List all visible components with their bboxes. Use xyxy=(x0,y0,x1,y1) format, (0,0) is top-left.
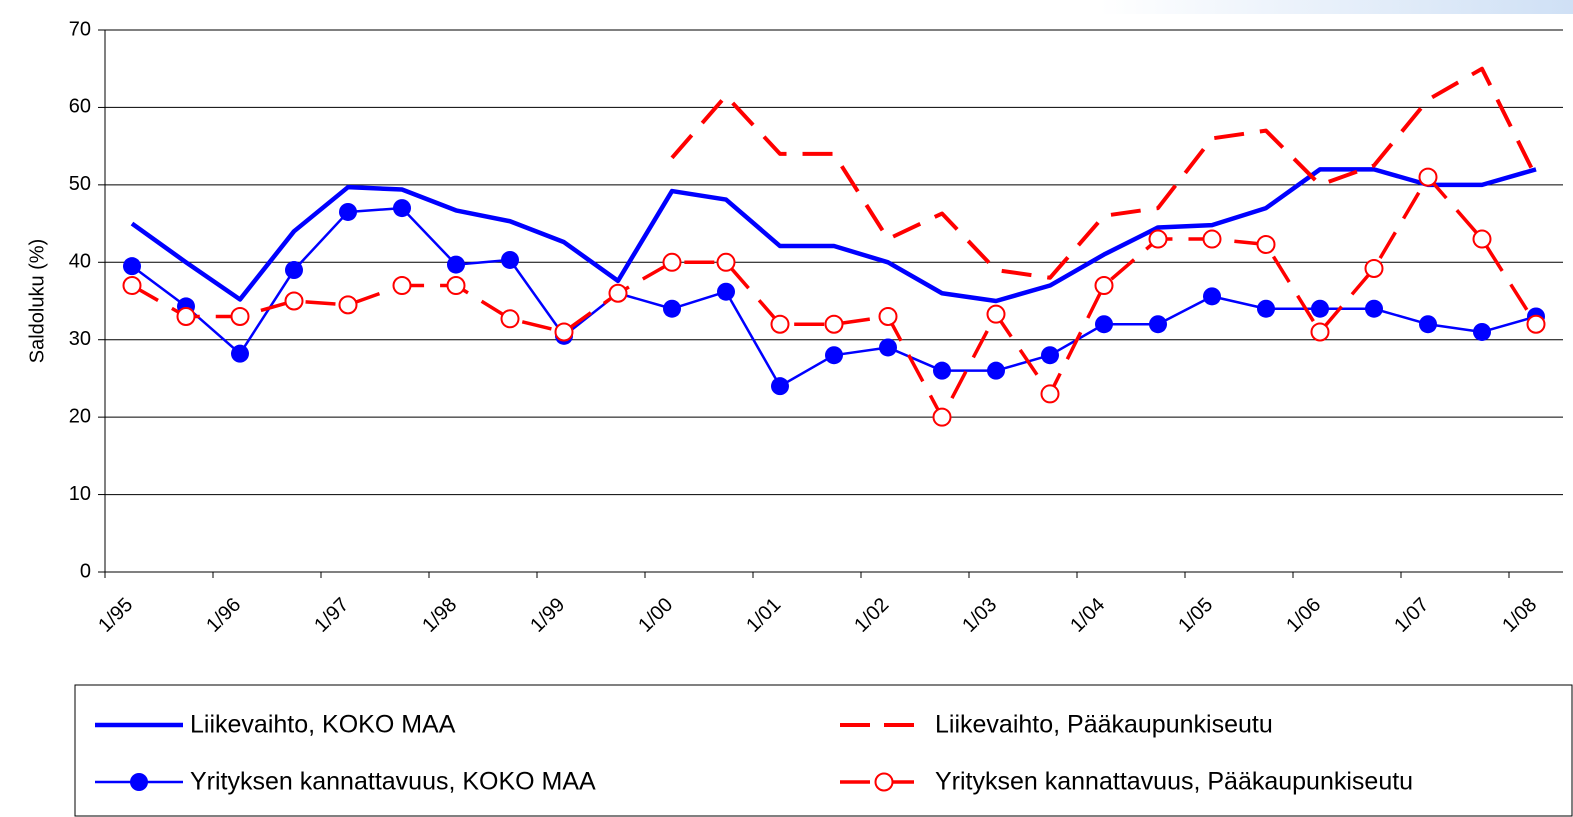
marker xyxy=(717,282,735,301)
marker xyxy=(176,306,196,326)
marker xyxy=(1148,229,1168,249)
marker xyxy=(554,322,574,342)
x-tick-label: 1/04 xyxy=(1066,594,1109,637)
marker xyxy=(1311,299,1329,318)
legend xyxy=(74,684,1573,817)
marker xyxy=(123,257,141,276)
legend-label: Yrityksen kannattavuus, Pääkaupunkiseutu xyxy=(935,768,1413,796)
marker xyxy=(986,304,1006,324)
x-tick-label: 1/95 xyxy=(94,594,137,637)
legend-label: Liikevaihto, KOKO MAA xyxy=(190,711,456,739)
x-tick-label: 1/06 xyxy=(1282,594,1325,637)
series-line xyxy=(130,167,1537,304)
marker xyxy=(284,291,304,311)
x-tick-label: 1/96 xyxy=(202,594,245,637)
marker xyxy=(716,252,736,272)
legend-label: Yrityksen kannattavuus, KOKO MAA xyxy=(190,768,596,796)
x-tick-label: 1/97 xyxy=(310,594,353,637)
marker xyxy=(447,255,465,274)
marker xyxy=(231,344,249,363)
x-tick-label: 1/08 xyxy=(1498,594,1541,637)
marker xyxy=(1419,315,1437,334)
y-axis-label: Saldoluku (%) xyxy=(26,239,48,364)
x-tick-label: 1/01 xyxy=(742,594,785,637)
marker xyxy=(501,250,519,269)
marker xyxy=(771,377,789,396)
marker xyxy=(392,276,412,296)
marker xyxy=(878,306,898,326)
marker xyxy=(1149,315,1167,334)
y-tick-label: 40 xyxy=(69,251,91,273)
marker xyxy=(1203,287,1221,306)
marker xyxy=(1418,167,1438,187)
marker xyxy=(446,276,466,296)
marker xyxy=(987,361,1005,380)
marker xyxy=(662,252,682,272)
marker xyxy=(824,314,844,334)
marker xyxy=(393,199,411,218)
marker xyxy=(770,314,790,334)
marker xyxy=(500,309,520,329)
marker xyxy=(1040,384,1060,404)
marker xyxy=(608,283,628,303)
marker xyxy=(825,346,843,365)
marker xyxy=(1256,234,1276,254)
marker xyxy=(1095,315,1113,334)
marker xyxy=(1365,299,1383,318)
marker xyxy=(1526,314,1546,334)
y-tick-label: 70 xyxy=(69,18,91,40)
y-tick-label: 30 xyxy=(69,328,91,350)
x-tick-label: 1/05 xyxy=(1174,594,1217,637)
marker xyxy=(933,361,951,380)
y-tick-label: 50 xyxy=(69,173,91,195)
series-line xyxy=(131,175,1538,419)
marker xyxy=(338,295,358,315)
legend-marker xyxy=(130,773,148,791)
y-tick-label: 60 xyxy=(69,96,91,118)
marker xyxy=(1257,299,1275,318)
marker xyxy=(1473,322,1491,341)
marker xyxy=(285,261,303,280)
marker xyxy=(879,338,897,357)
x-tick-label: 1/99 xyxy=(526,594,569,637)
x-tick-label: 1/03 xyxy=(958,594,1001,637)
marker xyxy=(932,407,952,427)
marker xyxy=(663,299,681,318)
marker xyxy=(1364,258,1384,278)
marker xyxy=(1094,276,1114,296)
marker xyxy=(339,202,357,221)
decoration xyxy=(1100,0,1573,14)
x-tick-label: 1/02 xyxy=(850,594,893,637)
marker xyxy=(1310,322,1330,342)
marker xyxy=(122,276,142,296)
legend-marker xyxy=(874,772,894,792)
y-tick-label: 20 xyxy=(69,405,91,427)
marker xyxy=(1472,229,1492,249)
marker xyxy=(230,306,250,326)
x-tick-label: 1/98 xyxy=(418,594,461,637)
y-tick-label: 10 xyxy=(69,483,91,505)
x-tick-label: 1/07 xyxy=(1390,594,1433,637)
marker xyxy=(1041,346,1059,365)
y-tick-label: 0 xyxy=(80,560,91,582)
marker xyxy=(1202,229,1222,249)
legend-label: Liikevaihto, Pääkaupunkiseutu xyxy=(935,711,1273,739)
series-line xyxy=(670,66,1538,280)
x-tick-label: 1/00 xyxy=(634,594,677,637)
